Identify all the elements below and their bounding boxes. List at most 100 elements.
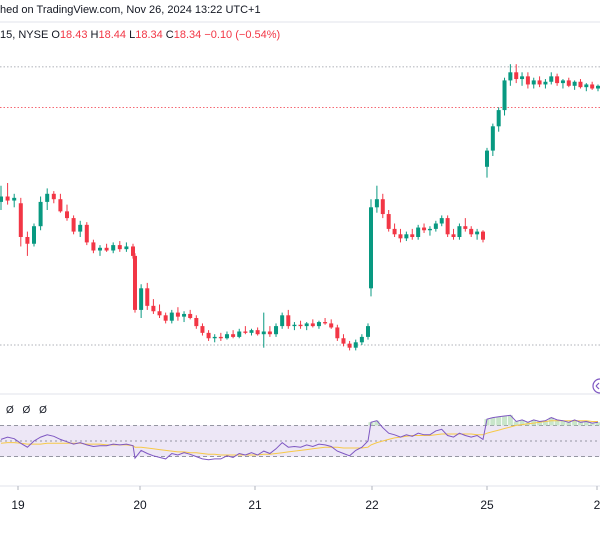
candle-body	[32, 226, 36, 244]
candle-body	[292, 324, 297, 327]
candle-body	[410, 234, 415, 237]
candle-body	[145, 288, 150, 306]
candle-body	[525, 76, 530, 85]
candle-body	[347, 343, 352, 348]
candle-body	[91, 242, 96, 251]
candle-body	[392, 228, 397, 235]
open-label: O	[51, 29, 60, 41]
candle-body	[200, 326, 205, 333]
candle-body	[457, 226, 462, 237]
candle-body	[386, 214, 391, 229]
candle-body	[104, 247, 109, 251]
x-tick-label: 20	[133, 498, 147, 512]
x-axis-ticks: 19 20 21 22 25 2	[11, 486, 600, 512]
candle-body	[298, 324, 303, 327]
candle-body	[274, 326, 279, 335]
candle-body	[560, 80, 565, 84]
price-level-lines	[0, 66, 600, 346]
candle-body	[224, 334, 229, 339]
candle-body	[323, 322, 328, 324]
candle-body	[188, 313, 193, 318]
candle-body	[490, 126, 495, 151]
candle-body	[335, 327, 340, 339]
candle-body	[329, 323, 334, 328]
candle-body	[596, 85, 600, 89]
candle-body	[514, 72, 519, 80]
candle-body	[133, 255, 137, 310]
candle-body	[45, 193, 50, 202]
high-value: 18.44	[98, 29, 127, 41]
candle-body	[182, 313, 187, 317]
candle-body	[555, 76, 560, 84]
candle-body	[18, 203, 23, 237]
candle-body	[12, 197, 17, 201]
x-tick-label: 19	[11, 498, 25, 512]
candle-body	[0, 196, 3, 202]
candle-body	[566, 80, 571, 86]
chart-publish-header: hed on TradingView.com, Nov 26, 2024 13:…	[0, 4, 261, 16]
candle-body	[175, 312, 180, 317]
x-tick-label: 2	[594, 498, 600, 512]
candle-body	[139, 288, 144, 310]
scroll-to-realtime-button[interactable]	[592, 378, 600, 394]
candle-body	[380, 199, 385, 215]
candle-body	[117, 245, 122, 250]
candle-body	[237, 331, 242, 337]
low-label: L	[129, 29, 136, 41]
candle-body	[404, 234, 409, 239]
candle-body	[359, 336, 364, 343]
candle-body	[543, 81, 548, 85]
low-value: 18.34	[135, 29, 163, 41]
candle-body	[531, 80, 536, 85]
x-tick-label: 25	[480, 498, 494, 512]
candle-body	[469, 228, 474, 235]
candle-body	[131, 246, 135, 256]
candle-body	[84, 224, 89, 243]
candle-body	[218, 336, 223, 339]
symbol-label: 15, NYSE	[0, 29, 49, 41]
arrow-icon	[595, 382, 600, 390]
candle-body	[255, 330, 260, 335]
ohlc-legend: 15, NYSE O18.43 H18.44 L18.34 C18.34 −0.…	[0, 29, 280, 41]
candle-body	[369, 207, 373, 289]
candle-body	[243, 331, 248, 333]
close-value: 18.34	[173, 29, 202, 41]
candle-body	[520, 76, 525, 80]
rsi-pane	[0, 414, 600, 461]
candle-body	[422, 227, 427, 231]
candle-body	[194, 318, 199, 327]
candle-body	[445, 218, 450, 235]
candle-body	[481, 231, 485, 240]
candle-body	[151, 305, 156, 312]
candle-body	[163, 315, 168, 321]
candle-body	[537, 80, 542, 85]
candle-body	[25, 237, 30, 244]
candle-body	[111, 245, 116, 251]
candle-body	[475, 231, 480, 235]
rsi-line	[0, 414, 599, 461]
candle-body	[508, 72, 513, 81]
candle-body	[398, 234, 403, 239]
candle-body	[366, 326, 370, 337]
candle-body	[169, 312, 174, 321]
candle-body	[549, 76, 554, 82]
candle-body	[439, 218, 444, 224]
change-value: −0.10 (−0.54%)	[204, 29, 281, 41]
candle-body	[316, 322, 321, 327]
candle-body	[78, 224, 83, 232]
candle-body	[427, 228, 432, 231]
candles-group	[0, 64, 600, 351]
candle-body	[261, 331, 266, 335]
candle-body	[71, 218, 76, 232]
candle-body	[212, 336, 217, 339]
x-tick-label: 21	[248, 498, 262, 512]
candle-body	[124, 246, 129, 250]
candle-body	[310, 323, 315, 327]
candle-body	[206, 332, 211, 339]
candle-body	[451, 234, 456, 237]
candle-body	[502, 80, 507, 111]
candle-body	[157, 311, 162, 316]
candle-body	[353, 342, 358, 348]
candle-body	[267, 331, 272, 335]
